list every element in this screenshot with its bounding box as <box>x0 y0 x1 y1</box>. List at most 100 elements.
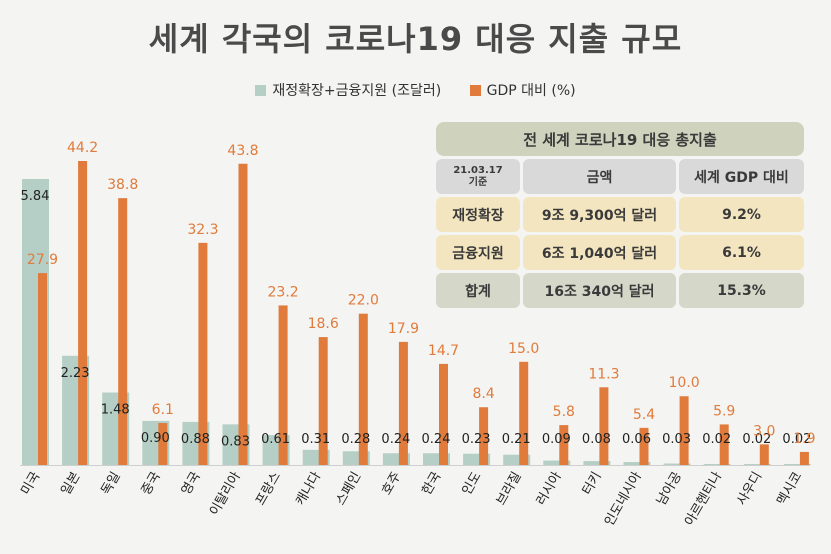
gdp-bar <box>719 424 729 465</box>
row-amount: 16조 340억 달러 <box>523 273 676 308</box>
gdp-value-label: 15.0 <box>508 341 539 357</box>
gdp-bar <box>118 198 128 466</box>
gdp-bar <box>38 273 47 465</box>
gdp-bar <box>158 423 168 465</box>
fiscal-value-label: 0.90 <box>141 431 170 446</box>
category-label: 이탈리아 <box>207 469 244 518</box>
gdp-value-label: 18.6 <box>308 316 339 332</box>
category-label: 캐나다 <box>293 469 324 508</box>
fiscal-value-label: 0.23 <box>462 432 491 447</box>
summary-table-row: 재정확장 9조 9,300억 달러 9.2% <box>436 197 804 232</box>
gdp-bar <box>519 361 529 465</box>
gdp-bar <box>318 337 328 465</box>
category-label: 아르헨티나 <box>682 469 725 528</box>
gdp-bar <box>679 396 689 465</box>
fiscal-value-label: 0.61 <box>261 432 290 447</box>
category-label: 사우디 <box>734 470 765 509</box>
gdp-value-label: 8.4 <box>472 386 494 402</box>
gdp-value-label: 44.2 <box>67 140 98 156</box>
summary-table: 전 세계 코로나19 대응 총지출 21.03.17 기준 금액 세계 GDP … <box>436 122 804 311</box>
category-label: 인도네시아 <box>602 469 645 528</box>
summary-table-row: 금융지원 6조 1,040억 달러 6.1% <box>436 235 804 270</box>
fiscal-value-label: 0.31 <box>301 432 330 447</box>
fiscal-value-label: 0.03 <box>662 432 691 447</box>
gdp-value-label: 17.9 <box>388 321 419 337</box>
category-label: 호주 <box>379 469 404 497</box>
fiscal-value-label: 0.28 <box>341 432 370 447</box>
row-amount: 9조 9,300억 달러 <box>523 197 676 232</box>
fiscal-value-label: 0.09 <box>542 432 571 447</box>
legend-label-gdp: GDP 대비 (%) <box>486 83 576 99</box>
fiscal-bar <box>663 463 691 465</box>
fiscal-bar <box>463 453 491 465</box>
gdp-bar <box>238 163 248 465</box>
gdp-value-label: 43.8 <box>227 143 258 159</box>
chart-title: 세계 각국의 코로나19 대응 지출 규모 <box>148 20 683 58</box>
fiscal-value-label: 0.24 <box>381 432 410 447</box>
fiscal-bar <box>743 464 771 466</box>
row-ratio: 15.3% <box>679 273 804 308</box>
gdp-bar <box>639 427 649 465</box>
category-label: 스페인 <box>333 470 364 509</box>
gdp-bar <box>599 387 609 465</box>
fiscal-value-label: 0.88 <box>181 432 210 447</box>
fiscal-bar <box>382 453 410 465</box>
gdp-bar <box>278 305 288 465</box>
category-label: 인도 <box>460 469 485 497</box>
row-label: 합계 <box>436 273 520 308</box>
gdp-value-label: 1.9 <box>793 431 815 447</box>
legend-item-gdp: GDP 대비 (%) <box>469 80 576 100</box>
fiscal-value-label: 5.84 <box>21 189 50 204</box>
row-amount: 6조 1,040억 달러 <box>523 235 676 270</box>
gdp-bar <box>799 451 809 465</box>
gdp-value-label: 27.9 <box>27 252 58 268</box>
gdp-bar <box>759 444 769 465</box>
category-label: 영국 <box>179 469 204 497</box>
category-label: 러시아 <box>534 469 565 508</box>
legend-label-fiscal: 재정확장+금융지원 (조달러) <box>272 83 442 99</box>
fiscal-value-label: 0.08 <box>582 432 611 447</box>
fiscal-value-label: 0.21 <box>502 432 531 447</box>
gdp-bar <box>398 341 408 465</box>
fiscal-value-label: 0.24 <box>422 432 451 447</box>
category-label: 한국 <box>420 469 445 497</box>
fiscal-bar <box>783 464 811 466</box>
fiscal-value-label: 2.23 <box>61 366 90 381</box>
gdp-value-label: 5.4 <box>633 407 655 423</box>
gdp-value-label: 3.0 <box>753 423 775 439</box>
fiscal-value-label: 0.02 <box>702 432 731 447</box>
category-label: 일본 <box>59 469 84 497</box>
summary-table-header-amount: 금액 <box>523 159 676 194</box>
fiscal-bar <box>423 453 450 465</box>
gdp-value-label: 5.9 <box>713 403 735 419</box>
gdp-value-label: 5.8 <box>553 404 575 420</box>
summary-table-date: 21.03.17 기준 <box>436 159 520 194</box>
legend-item-fiscal: 재정확장+금융지원 (조달러) <box>255 80 441 100</box>
fiscal-bar <box>703 464 731 466</box>
fiscal-value-label: 0.83 <box>221 434 250 449</box>
gdp-bar <box>439 363 448 465</box>
category-label: 미국 <box>19 469 44 497</box>
row-ratio: 6.1% <box>679 235 804 270</box>
category-label: 터키 <box>580 470 605 498</box>
legend: 재정확장+금융지원 (조달러) GDP 대비 (%) <box>0 80 831 100</box>
fiscal-value-label: 0.02 <box>782 432 811 447</box>
fiscal-value-label: 1.48 <box>101 403 130 418</box>
gdp-value-label: 32.3 <box>187 222 218 238</box>
fiscal-bar <box>583 461 611 465</box>
gdp-bar <box>559 425 569 465</box>
row-label: 금융지원 <box>436 235 520 270</box>
gdp-value-label: 14.7 <box>428 343 459 359</box>
gdp-value-label: 23.2 <box>268 284 299 300</box>
category-label: 독일 <box>99 470 124 498</box>
fiscal-value-label: 0.06 <box>622 432 651 447</box>
row-ratio: 9.2% <box>679 197 804 232</box>
summary-table-row-total: 합계 16조 340억 달러 15.3% <box>436 273 804 308</box>
gdp-bar <box>358 313 368 465</box>
legend-swatch-fiscal <box>255 84 267 96</box>
legend-swatch-gdp <box>469 84 481 96</box>
gdp-bar <box>479 407 489 465</box>
gdp-bar <box>78 161 88 465</box>
category-label: 남아공 <box>654 469 685 508</box>
